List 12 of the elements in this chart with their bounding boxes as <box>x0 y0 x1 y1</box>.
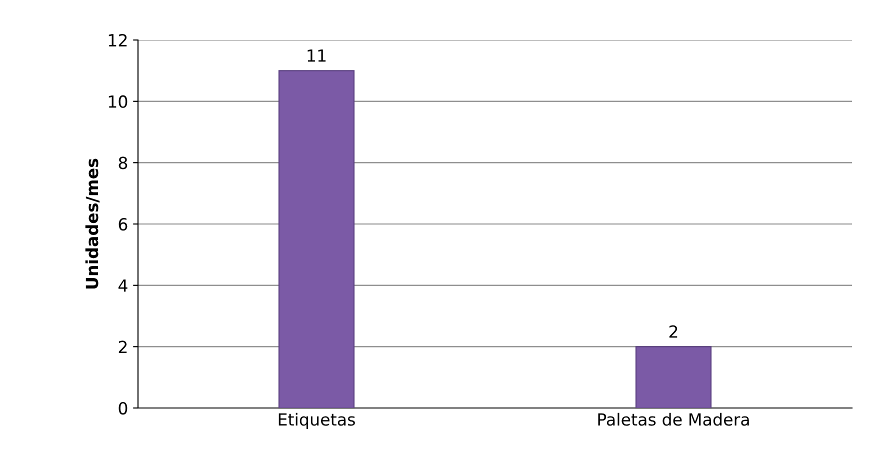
y-tick-label: 8 <box>118 156 128 170</box>
y-tick-label: 4 <box>118 280 128 292</box>
y-axis-title: Unidades/mes <box>85 158 100 289</box>
y-tick-label: 2 <box>118 340 127 353</box>
y-tick-label: 10 <box>108 95 128 108</box>
x-tick-label: Etiquetas <box>278 412 355 429</box>
data-label: 2 <box>669 325 678 338</box>
y-tick-label: 12 <box>108 34 127 46</box>
y-tick-label: 6 <box>118 218 128 231</box>
data-label: 11 <box>308 49 326 62</box>
y-tick-label: 0 <box>118 402 128 415</box>
x-tick-label: Paletas de Madera <box>598 412 749 426</box>
